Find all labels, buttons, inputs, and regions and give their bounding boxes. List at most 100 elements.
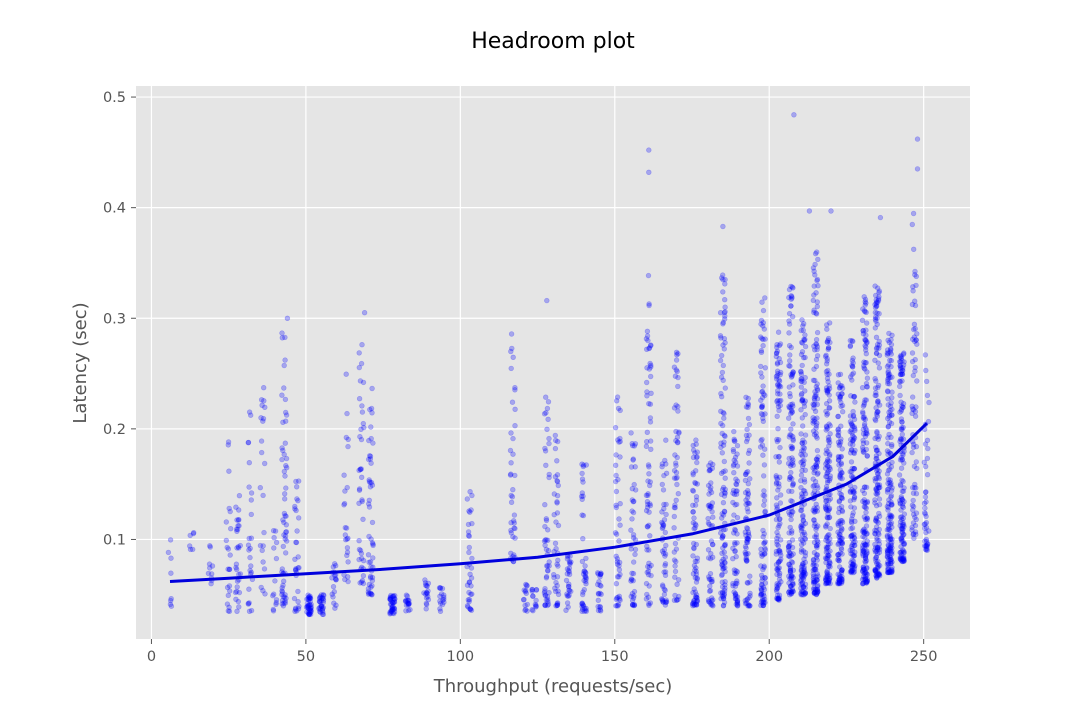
scatter-point-47-47 [862, 575, 869, 582]
scatter-point-44-35 [824, 535, 830, 541]
scatter-point-24-24 [542, 592, 548, 598]
scatter-point-36-86 [721, 297, 728, 303]
scatter-point-3-10 [227, 552, 233, 558]
scatter-point-8-27 [282, 513, 288, 519]
scatter-point-8-23 [282, 396, 289, 403]
scatter-point-6-0 [260, 559, 266, 565]
scatter-point-19-15 [437, 585, 444, 591]
scatter-point-26-19 [566, 587, 573, 594]
scatter-point-42-59 [802, 452, 808, 458]
scatter-point-45-125 [837, 538, 844, 544]
scatter-point-46-105 [847, 469, 853, 475]
scatter-point-39-16 [759, 582, 765, 588]
scatter-point-51-1 [910, 372, 916, 379]
scatter-point-44-43 [823, 368, 830, 375]
scatter-point-43-40 [812, 508, 818, 515]
scatter-point-33-40 [674, 434, 681, 440]
scatter-point-41-120 [790, 480, 796, 487]
scatter-point-40-3 [774, 348, 781, 354]
scatter-point-40-13 [775, 370, 781, 377]
scatter-point-32-31 [660, 599, 666, 605]
scatter-point-15-14 [367, 456, 374, 462]
scatter-point-4-0 [234, 528, 240, 534]
scatter-point-33-26 [673, 475, 679, 482]
scatter-point-20-4 [464, 582, 471, 588]
scatter-point-37-13 [733, 488, 739, 494]
scatter-point-48-91 [875, 384, 881, 391]
scatter-point-46-0 [850, 360, 856, 366]
scatter-point-32-20 [663, 461, 669, 467]
scatter-point-29-17 [613, 398, 620, 404]
scatter-point-36-67 [720, 442, 727, 448]
scatter-point-44-2 [824, 507, 830, 514]
scatter-point-4-20 [236, 604, 242, 610]
scatter-point-14-17 [358, 426, 364, 432]
scatter-point-45-93 [836, 577, 842, 583]
scatter-point-29-30 [615, 405, 622, 412]
scatter-point-42-78 [799, 397, 806, 403]
scatter-point-27-4 [581, 605, 588, 611]
scatter-point-39-5 [762, 545, 768, 551]
scatter-point-52-35 [922, 441, 929, 447]
scatter-point-46-77 [851, 466, 857, 472]
scatter-point-40-101 [777, 558, 783, 564]
scatter-point-25-1 [554, 600, 560, 607]
scatter-point-39-55 [762, 575, 768, 581]
scatter-point-33-6 [675, 408, 681, 414]
scatter-point-44-29 [826, 514, 832, 521]
scatter-point-7-12 [270, 608, 277, 614]
scatter-point-47-90 [860, 580, 867, 586]
scatter-point-30-3 [631, 481, 637, 488]
scatter-point-38-58 [747, 579, 753, 585]
scatter-point-51-61 [912, 357, 918, 363]
scatter-point-8-41 [279, 597, 286, 604]
scatter-point-41-75 [790, 457, 796, 463]
scatter-point-39-20 [759, 389, 765, 395]
scatter-point-41-66 [786, 286, 793, 293]
scatter-point-47-73 [863, 384, 870, 390]
scatter-point-45-109 [838, 576, 845, 582]
scatter-point-31-28 [644, 333, 651, 339]
scatter-point-11-26 [317, 598, 323, 605]
scatter-point-24-34 [542, 542, 548, 548]
scatter-point-43-158 [811, 517, 817, 523]
scatter-point-33-22 [674, 581, 680, 587]
scatter-point-29-9 [616, 596, 623, 602]
scatter-point-45-13 [838, 568, 844, 574]
scatter-point-40-41 [776, 342, 783, 349]
scatter-point-15-23 [367, 575, 374, 581]
scatter-point-37-62 [732, 454, 739, 460]
scatter-point-15-47 [369, 591, 375, 597]
scatter-point-39-12 [758, 591, 765, 597]
scatter-point-49-152 [885, 486, 891, 492]
scatter-point-9-13 [293, 566, 299, 572]
scatter-point-43-68 [814, 557, 820, 563]
scatter-point-38-64 [746, 432, 752, 438]
scatter-point-10-0 [308, 607, 314, 614]
scatter-point-24-13 [543, 537, 549, 543]
scatter-point-45-47 [835, 571, 841, 577]
scatter-point-36-54 [721, 316, 728, 322]
scatter-point-42-22 [801, 572, 808, 578]
scatter-point-38-55 [744, 436, 751, 442]
scatter-point-45-67 [835, 541, 841, 548]
scatter-point-42-16 [800, 548, 807, 554]
scatter-point-48-66 [876, 501, 883, 508]
scatter-point-34-19 [690, 509, 696, 515]
scatter-point-15-48 [368, 435, 374, 442]
scatter-point-42-67 [799, 362, 805, 369]
scatter-point-51-31 [909, 394, 916, 400]
scatter-point-45-8 [838, 461, 844, 467]
scatter-point-30-4 [630, 595, 637, 601]
scatter-point-39-19 [761, 596, 768, 602]
scatter-point-40-6 [776, 383, 782, 390]
scatter-point-21-4 [510, 354, 516, 360]
scatter-point-26-4 [568, 588, 574, 595]
scatter-point-4-26 [233, 564, 239, 571]
scatter-point-36-70 [717, 530, 724, 536]
scatter-point-45-63 [836, 572, 843, 578]
scatter-point-29-19 [613, 502, 619, 508]
scatter-point-37-39 [730, 446, 736, 453]
scatter-point-32-14 [663, 511, 669, 518]
scatter-point-44-86 [824, 570, 831, 576]
